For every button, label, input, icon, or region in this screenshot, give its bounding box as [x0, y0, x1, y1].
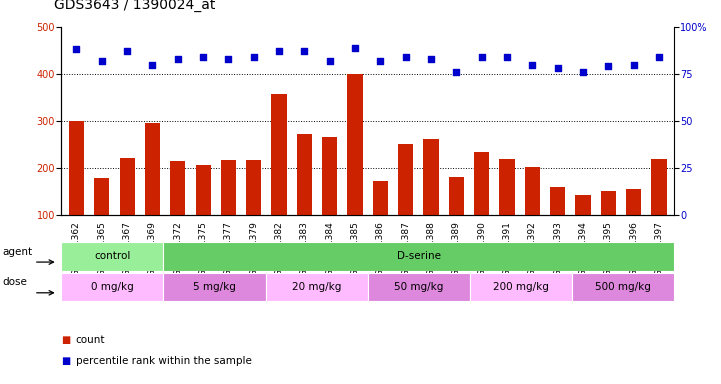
Bar [373, 181, 388, 262]
Bar [69, 121, 84, 262]
Point [578, 69, 589, 75]
Point [198, 54, 209, 60]
Bar [164, 242, 674, 271]
Text: 500 mg/kg: 500 mg/kg [595, 282, 651, 292]
Text: control: control [94, 251, 131, 262]
Text: GDS3643 / 1390024_at: GDS3643 / 1390024_at [54, 0, 216, 12]
Point [451, 69, 462, 75]
Bar [474, 152, 490, 262]
Bar [170, 161, 185, 262]
Point [425, 56, 437, 62]
Bar [348, 74, 363, 262]
Bar [164, 273, 265, 301]
Bar [626, 189, 641, 262]
Point [273, 48, 285, 55]
Point [121, 48, 133, 55]
Point [628, 61, 640, 68]
Bar [448, 177, 464, 262]
Text: percentile rank within the sample: percentile rank within the sample [76, 356, 252, 366]
Point [71, 46, 82, 53]
Bar [94, 178, 110, 262]
Bar [470, 273, 572, 301]
Point [298, 48, 310, 55]
Text: 5 mg/kg: 5 mg/kg [193, 282, 236, 292]
Text: dose: dose [2, 277, 27, 288]
Point [501, 54, 513, 60]
Text: 200 mg/kg: 200 mg/kg [493, 282, 549, 292]
Text: D-serine: D-serine [397, 251, 441, 262]
Point [526, 61, 538, 68]
Point [248, 54, 260, 60]
Bar [272, 94, 287, 262]
Bar [265, 273, 368, 301]
Bar [500, 159, 515, 262]
Bar [601, 190, 616, 262]
Bar [195, 165, 211, 262]
Point [349, 45, 360, 51]
Point [476, 54, 487, 60]
Bar [572, 273, 674, 301]
Bar [368, 273, 470, 301]
Point [324, 58, 335, 64]
Text: count: count [76, 335, 105, 345]
Point [400, 54, 412, 60]
Bar [651, 159, 666, 262]
Bar [575, 195, 590, 262]
Point [603, 63, 614, 70]
Point [172, 56, 184, 62]
Text: agent: agent [2, 247, 32, 257]
Point [96, 58, 107, 64]
Text: ■: ■ [61, 356, 71, 366]
Bar [246, 159, 261, 262]
Point [653, 54, 665, 60]
Bar [398, 144, 413, 262]
Bar [322, 137, 337, 262]
Point [223, 56, 234, 62]
Text: 0 mg/kg: 0 mg/kg [91, 282, 133, 292]
Point [552, 65, 563, 71]
Bar [423, 139, 438, 262]
Bar [550, 187, 565, 262]
Bar [61, 242, 164, 271]
Text: ■: ■ [61, 335, 71, 345]
Text: 50 mg/kg: 50 mg/kg [394, 282, 443, 292]
Point [146, 61, 158, 68]
Bar [525, 167, 540, 262]
Bar [221, 159, 236, 262]
Bar [145, 123, 160, 262]
Bar [120, 158, 135, 262]
Bar [297, 134, 312, 262]
Bar [61, 273, 164, 301]
Text: 20 mg/kg: 20 mg/kg [292, 282, 341, 292]
Point [375, 58, 386, 64]
